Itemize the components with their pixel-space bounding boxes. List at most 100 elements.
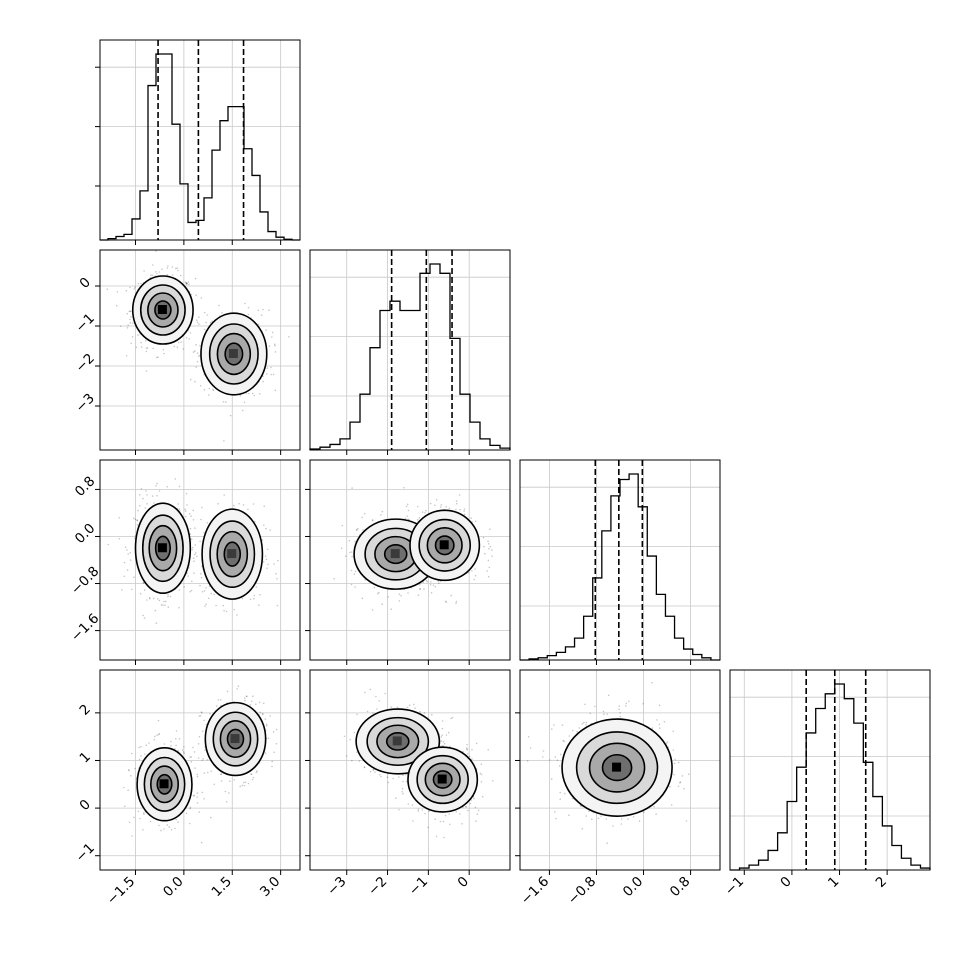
scatter-point xyxy=(266,548,269,551)
scatter-point xyxy=(244,781,247,784)
scatter-point xyxy=(480,780,483,783)
panel-frame xyxy=(99,669,301,871)
scatter-point xyxy=(351,555,353,558)
scatter-point xyxy=(215,604,217,607)
scatter-point xyxy=(130,316,132,318)
scatter-point xyxy=(186,504,188,506)
scatter-point xyxy=(274,389,277,392)
histogram-steps xyxy=(309,263,511,450)
scatter-point xyxy=(380,514,382,516)
scatter-point xyxy=(264,718,267,720)
scatter-point xyxy=(171,266,174,268)
scatter-point xyxy=(257,309,260,312)
scatter-point xyxy=(186,283,188,286)
y-tick-label: 0 xyxy=(76,797,93,814)
density-contour xyxy=(226,728,245,750)
x-tick-label: −2 xyxy=(365,874,390,899)
scatter-point xyxy=(128,821,131,824)
scatter-point xyxy=(251,778,254,781)
scatter-point xyxy=(203,590,206,592)
scatter-point xyxy=(136,519,138,521)
scatter-point xyxy=(194,553,196,556)
scatter-point xyxy=(459,508,462,511)
scatter-point xyxy=(199,540,201,543)
scatter-point xyxy=(162,348,165,351)
scatter-point xyxy=(166,824,169,826)
scatter-point xyxy=(177,341,180,344)
scatter-panel-x2-vs-x3: −1.6 −0.8 0.0 0.8 xyxy=(515,669,721,908)
scatter-point xyxy=(193,560,195,562)
scatter-point xyxy=(130,342,132,345)
density-contour xyxy=(355,708,441,775)
scatter-point xyxy=(178,738,181,740)
scatter-point xyxy=(345,555,347,557)
scatter-point xyxy=(189,756,191,758)
scatter-point xyxy=(189,332,192,334)
scatter-point xyxy=(192,557,195,559)
scatter-point xyxy=(194,767,196,769)
scatter-point xyxy=(354,586,356,588)
scatter-point xyxy=(138,746,140,749)
scatter-point xyxy=(145,744,147,746)
scatter-point xyxy=(247,306,250,309)
scatter-point xyxy=(183,752,185,754)
scatter-point xyxy=(271,765,273,768)
density-peak xyxy=(390,549,400,559)
scatter-point xyxy=(153,502,155,504)
density-contour xyxy=(366,716,430,767)
scatter-point xyxy=(474,574,477,577)
scatter-point xyxy=(124,546,127,548)
scatter-point xyxy=(189,533,192,535)
scatter-point xyxy=(144,753,146,755)
scatter-point xyxy=(176,346,179,349)
x-tick-label: −0.8 xyxy=(565,874,599,908)
scatter-point xyxy=(134,537,136,540)
scatter-point xyxy=(474,806,477,809)
scatter-point xyxy=(191,548,193,551)
panel-frame xyxy=(729,669,931,871)
scatter-point xyxy=(430,592,433,594)
scatter-point xyxy=(250,773,253,775)
scatter-point xyxy=(455,500,458,502)
scatter-point xyxy=(473,578,475,581)
scatter-point xyxy=(125,289,128,292)
panel-frame xyxy=(99,459,301,661)
scatter-point xyxy=(143,270,145,272)
scatter-point xyxy=(390,706,393,708)
scatter-panel-x1-vs-x3: −3 −2 −1 0 xyxy=(305,669,511,899)
scatter-point xyxy=(363,766,366,768)
scatter-point xyxy=(356,751,358,754)
scatter-point xyxy=(138,758,141,761)
scatter-point xyxy=(449,823,451,826)
scatter-point xyxy=(390,608,393,610)
scatter-point xyxy=(398,600,401,602)
scatter-point xyxy=(246,695,248,698)
scatter-point xyxy=(417,594,420,596)
scatter-point xyxy=(142,582,145,584)
scatter-point xyxy=(270,366,272,369)
scatter-point xyxy=(260,314,263,317)
scatter-point xyxy=(155,356,158,359)
scatter-point xyxy=(140,341,142,344)
density-contour xyxy=(416,754,469,805)
scatter-point xyxy=(340,547,343,550)
scatter-point xyxy=(192,546,194,549)
scatter-point xyxy=(263,524,265,527)
scatter-point xyxy=(455,811,458,813)
scatter-point xyxy=(244,302,246,305)
scatter-point xyxy=(425,509,427,512)
scatter-point xyxy=(145,370,148,372)
density-contour xyxy=(201,508,264,600)
scatter-point xyxy=(132,517,135,520)
scatter-point xyxy=(224,790,227,793)
scatter-point xyxy=(463,513,466,516)
scatter-point xyxy=(249,598,252,600)
scatter-point xyxy=(371,609,374,611)
scatter-point xyxy=(199,344,201,347)
scatter-point xyxy=(156,482,158,485)
scatter-point xyxy=(139,592,142,595)
scatter-point xyxy=(440,740,443,742)
scatter-point xyxy=(350,551,353,553)
y-tick-label: −1.6 xyxy=(68,611,102,645)
scatter-point xyxy=(417,505,419,508)
